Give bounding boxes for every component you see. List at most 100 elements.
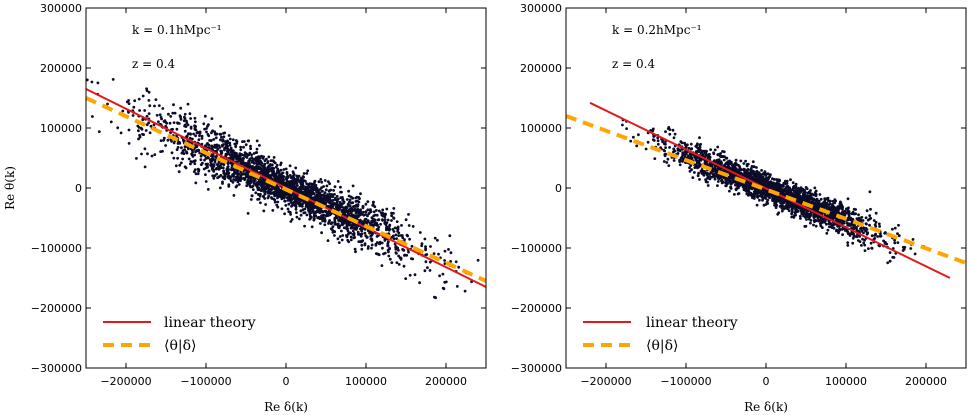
scatter-point <box>276 200 280 204</box>
scatter-point <box>294 196 298 200</box>
scatter-point <box>360 240 363 244</box>
scatter-point <box>333 222 337 226</box>
scatter-point <box>819 224 823 228</box>
scatter-point <box>222 143 225 147</box>
scatter-point <box>299 199 303 203</box>
scatter-point <box>374 221 377 225</box>
scatter-point <box>342 200 346 204</box>
scatter-point <box>850 232 854 236</box>
scatter-point <box>313 179 317 183</box>
scatter-point <box>267 194 271 198</box>
scatter-point <box>819 197 823 201</box>
scatter-point <box>271 168 275 171</box>
scatter-point <box>717 177 721 181</box>
scatter-point <box>222 135 226 139</box>
scatter-point <box>411 225 415 228</box>
scatter-point <box>178 163 182 167</box>
scatter-point <box>345 235 349 239</box>
scatter-point <box>161 107 165 110</box>
mean-theta-given-delta-line <box>85 96 487 283</box>
scatter-point <box>354 212 358 215</box>
scatter-point <box>406 234 409 238</box>
scatter-point <box>823 220 827 224</box>
scatter-point <box>392 207 396 210</box>
scatter-point <box>172 121 176 124</box>
scatter-point <box>672 159 676 162</box>
scatter-point <box>283 212 286 216</box>
scatter-point <box>289 195 293 199</box>
scatter-point <box>778 179 781 183</box>
scatter-point <box>802 211 806 215</box>
scatter-point <box>232 168 236 172</box>
scatter-point <box>183 115 186 119</box>
scatter-point <box>864 216 868 220</box>
scatter-point <box>852 212 856 216</box>
scatter-point <box>625 127 628 130</box>
scatter-point <box>266 191 270 195</box>
scatter-point <box>365 221 368 224</box>
scatter-point <box>195 144 199 148</box>
scatter-point <box>164 144 168 147</box>
scatter-point <box>186 147 190 151</box>
scatter-point <box>319 196 323 200</box>
scatter-point <box>667 164 671 168</box>
scatter-point <box>264 170 268 174</box>
scatter-point <box>206 133 210 136</box>
scatter-point <box>145 89 149 92</box>
scatter-point <box>212 138 216 141</box>
scatter-point <box>311 192 315 196</box>
scatter-point <box>872 219 876 222</box>
scatter-point <box>817 218 820 222</box>
scatter-point <box>181 157 185 161</box>
scatter-point <box>286 207 290 211</box>
scatter-point <box>320 214 323 218</box>
scatter-point <box>878 244 881 248</box>
scatter-point <box>213 132 217 136</box>
scatter-point <box>841 233 844 237</box>
scatter-point <box>855 227 858 230</box>
scatter-point <box>888 251 892 255</box>
scatter-point <box>270 197 274 200</box>
scatter-point <box>147 99 151 102</box>
scatter-point <box>805 218 808 221</box>
scatter-point <box>255 169 259 173</box>
scatter-point <box>720 161 723 165</box>
scatter-point <box>709 148 712 152</box>
scatter-point <box>664 152 668 156</box>
scatter-point <box>239 173 243 177</box>
scatter-point <box>275 190 278 194</box>
scatter-point <box>799 186 803 190</box>
scatter-point <box>307 208 310 212</box>
scatter-point <box>804 197 808 200</box>
scatter-point <box>738 165 741 169</box>
scatter-point <box>637 133 640 137</box>
scatter-point <box>854 235 858 238</box>
scatter-point <box>257 197 261 201</box>
scatter-point <box>287 181 291 185</box>
scatter-point <box>621 123 624 127</box>
scatter-point <box>177 170 181 174</box>
scatter-point <box>354 224 357 227</box>
scatter-point <box>665 161 669 164</box>
scatter-point <box>876 235 879 238</box>
scatter-point <box>228 137 232 141</box>
scatter-point <box>305 182 309 186</box>
scatter-point <box>305 204 309 208</box>
scatter-point <box>235 172 239 175</box>
scatter-point <box>201 161 204 165</box>
scatter-point <box>708 162 712 165</box>
scatter-point <box>825 231 829 235</box>
scatter-point <box>221 180 224 184</box>
scatter-point <box>651 129 655 133</box>
scatter-point <box>391 228 395 231</box>
scatter-point <box>138 109 142 112</box>
scatter-point <box>323 179 327 182</box>
scatter-point <box>210 117 214 120</box>
scatter-point <box>137 137 140 141</box>
scatter-point <box>424 245 427 249</box>
scatter-point <box>689 142 693 146</box>
scatter-point <box>109 120 113 124</box>
scatter-point <box>240 153 244 157</box>
scatter-point <box>706 176 709 180</box>
scatter-point <box>348 198 352 202</box>
